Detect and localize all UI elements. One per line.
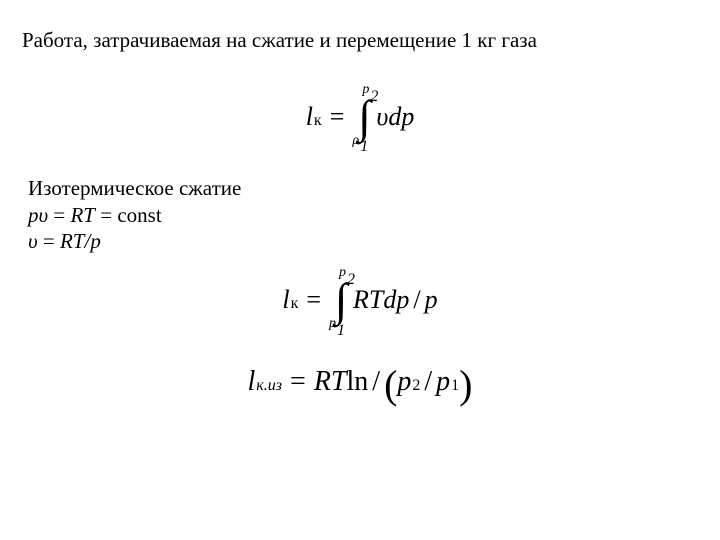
- eq2-slash: /: [413, 285, 420, 315]
- integral-symbol: ∫: [358, 99, 371, 136]
- eq3-rparen: ): [459, 361, 472, 408]
- eq1-integrand-v: υ: [376, 102, 388, 132]
- page-title: Работа, затрачиваемая на сжатие и переме…: [22, 28, 698, 53]
- equation-3: lк.из = RT ln/(p2 / p1): [22, 359, 698, 406]
- eq3-lhs-var: l: [248, 366, 256, 398]
- integral-symbol-2: ∫: [335, 282, 348, 319]
- eq1-lhs-var: l: [306, 102, 313, 132]
- eq3-p2-sub: 2: [412, 377, 420, 395]
- isothermal-relation-2: υ = RT/p: [28, 228, 698, 254]
- equation-1: lк = p2 ∫ ρ1 υdp: [22, 83, 698, 151]
- eq2-int-bot: p: [329, 316, 336, 331]
- isothermal-block: Изотермическое сжатие pυ = RT = const υ …: [28, 175, 698, 254]
- sym-v: υ: [39, 203, 49, 227]
- eq3-lhs-sub: к.из: [256, 377, 282, 395]
- eq3-lparen: (: [384, 361, 397, 408]
- eq-text-2: =: [38, 229, 60, 253]
- eq2-int-top: p: [339, 265, 346, 280]
- eq3-rt: RT: [314, 366, 347, 398]
- eq3-p1-sub: 1: [451, 377, 459, 395]
- eq1-int-top-sub: 2: [370, 88, 378, 105]
- eq1-int-bot: ρ: [353, 133, 360, 148]
- eq3-p2: p: [397, 366, 411, 398]
- eq2-int-top-sub: 2: [347, 271, 355, 288]
- eq1-int-bot-sub: 1: [360, 138, 368, 155]
- sym-rt: RT: [70, 203, 95, 227]
- eq1-integrand-dp: dp: [388, 102, 414, 132]
- eq1-int-top: p: [362, 82, 369, 97]
- integral-sign-2: p2 ∫ p1: [333, 266, 349, 334]
- eq3-slash: /: [372, 366, 380, 398]
- eq1-equals: =: [330, 102, 345, 132]
- eq2-lhs-var: l: [282, 285, 289, 315]
- eq2-int-bot-sub: 1: [337, 322, 345, 339]
- sym-p: p: [28, 203, 39, 227]
- sym-v2: υ: [28, 229, 38, 253]
- eq1-lhs-sub: к: [314, 112, 322, 130]
- eq-const: = const: [95, 203, 162, 227]
- equation-2: lк = p2 ∫ p1 RTdp / p: [22, 266, 698, 334]
- eq3-equals: =: [290, 366, 306, 398]
- eq3-mid-slash: /: [424, 366, 432, 398]
- eq3-p1: p: [436, 366, 450, 398]
- eq-text-1: =: [48, 203, 70, 227]
- eq2-integrand: RTdp: [353, 285, 409, 315]
- sym-rtoverp: RT/p: [60, 229, 101, 253]
- eq3-ln: ln: [347, 366, 369, 398]
- isothermal-title: Изотермическое сжатие: [28, 175, 698, 201]
- isothermal-relation-1: pυ = RT = const: [28, 202, 698, 228]
- eq2-lhs-sub: к: [291, 295, 299, 313]
- eq2-equals: =: [306, 285, 321, 315]
- integral-sign-1: p2 ∫ ρ1: [356, 83, 372, 151]
- eq2-denom: p: [425, 285, 438, 315]
